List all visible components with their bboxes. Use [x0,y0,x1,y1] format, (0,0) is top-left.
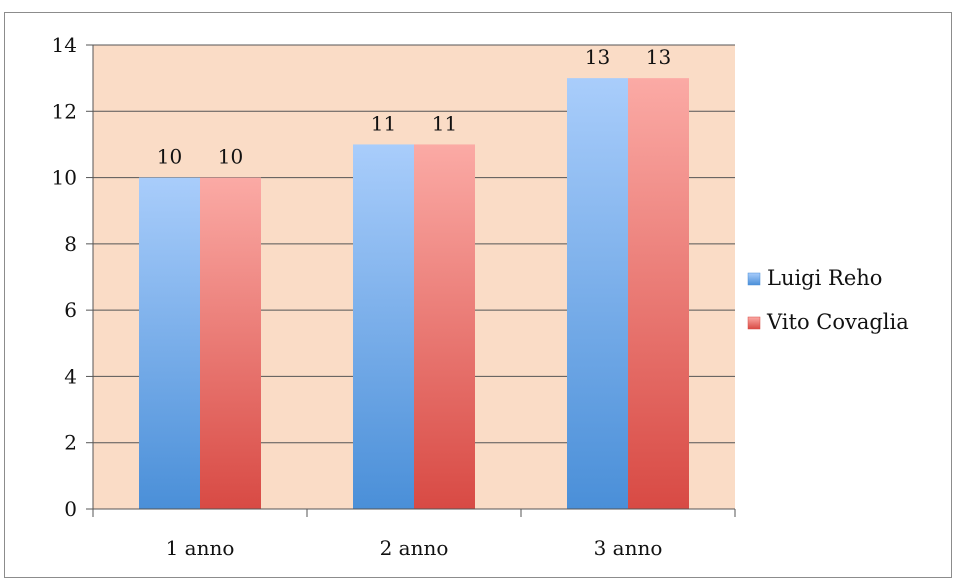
x-tick-label: 3 anno [594,536,663,560]
y-tick-label: 8 [64,232,77,256]
data-label: 11 [371,111,396,135]
bar-chart: 0 2 4 6 8 10 12 14 1 anno 2 anno 3 anno 10 10 11 11 13… [52,33,909,560]
bar-luigi-reho [139,177,200,510]
legend-swatch [747,272,761,286]
data-label: 10 [157,145,182,169]
y-tick-label: 10 [52,166,77,190]
data-label: 11 [432,111,457,135]
bar-vito-covaglia [628,78,689,510]
axes: 0 2 4 6 8 10 12 14 1 anno 2 anno 3 anno [52,33,736,560]
x-tick-label: 1 anno [166,536,235,560]
data-label: 10 [218,145,243,169]
bar-luigi-reho [567,78,628,510]
legend: Luigi Reho Vito Covaglia [747,266,909,334]
data-label: 13 [646,45,671,69]
y-tick-label: 12 [52,99,77,123]
x-tick-label: 2 anno [380,536,449,560]
y-tick-label: 0 [64,497,77,521]
chart-frame: 0 2 4 6 8 10 12 14 1 anno 2 anno 3 anno 10 10 11 11 13… [4,12,952,578]
y-tick-label: 14 [52,33,77,57]
bar-vito-covaglia [200,177,261,510]
y-tick-label: 4 [64,364,77,388]
y-tick-label: 2 [64,431,77,455]
data-labels: 10 10 11 11 13 13 [157,45,671,168]
legend-label: Vito Covaglia [766,310,909,334]
bar-luigi-reho [353,144,414,509]
bars [139,78,689,510]
legend-label: Luigi Reho [767,266,882,290]
bar-vito-covaglia [414,144,475,509]
y-tick-label: 6 [64,298,77,322]
data-label: 13 [585,45,610,69]
legend-swatch [747,316,761,330]
